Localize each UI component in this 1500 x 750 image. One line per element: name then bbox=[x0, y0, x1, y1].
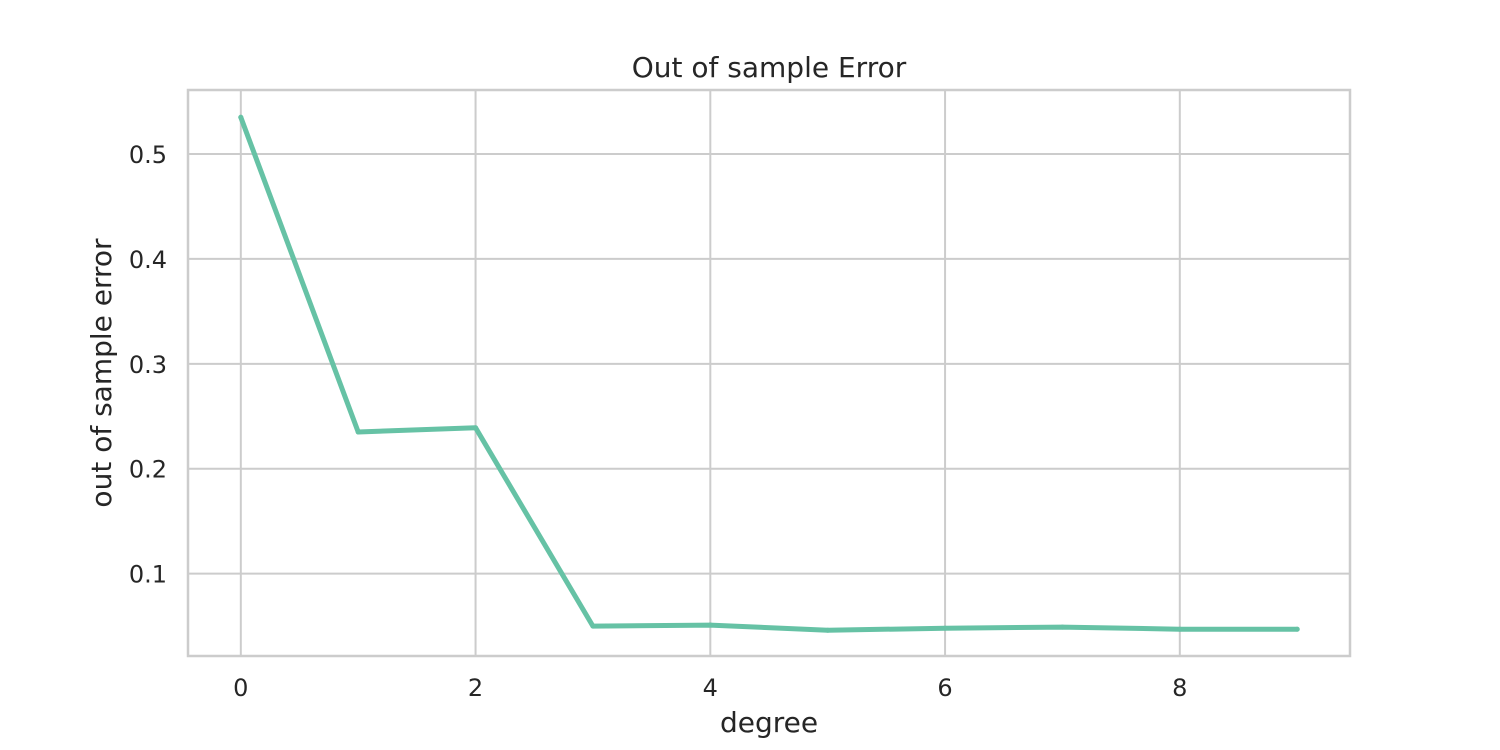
y-tick-label: 0.2 bbox=[129, 456, 167, 484]
y-tick-label: 0.4 bbox=[129, 246, 167, 274]
y-tick-label: 0.1 bbox=[129, 561, 167, 589]
data-point bbox=[942, 625, 948, 631]
data-point bbox=[707, 622, 713, 628]
grid-lines bbox=[188, 90, 1350, 656]
data-point bbox=[238, 114, 244, 120]
data-point bbox=[1059, 624, 1065, 630]
x-tick-label: 8 bbox=[1172, 674, 1187, 702]
series-line bbox=[238, 114, 1300, 633]
data-point bbox=[473, 425, 479, 431]
x-axis-label: degree bbox=[720, 706, 818, 739]
data-point bbox=[1177, 626, 1183, 632]
y-axis-label: out of sample error bbox=[85, 238, 118, 508]
y-tick-label: 0.5 bbox=[129, 141, 167, 169]
x-tick-label: 2 bbox=[468, 674, 483, 702]
data-point bbox=[1294, 626, 1300, 632]
series-group bbox=[238, 114, 1300, 633]
data-point bbox=[590, 623, 596, 629]
chart-title: Out of sample Error bbox=[632, 51, 907, 84]
tick-labels: 0 2 4 6 8 0.1 0.2 0.3 0.4 0.5 bbox=[129, 141, 1188, 702]
x-tick-label: 0 bbox=[233, 674, 248, 702]
plot-area-frame bbox=[186, 88, 1352, 658]
data-point bbox=[825, 627, 831, 633]
x-tick-label: 6 bbox=[937, 674, 952, 702]
data-point bbox=[355, 429, 361, 435]
y-tick-label: 0.3 bbox=[129, 351, 167, 379]
x-tick-label: 4 bbox=[703, 674, 718, 702]
